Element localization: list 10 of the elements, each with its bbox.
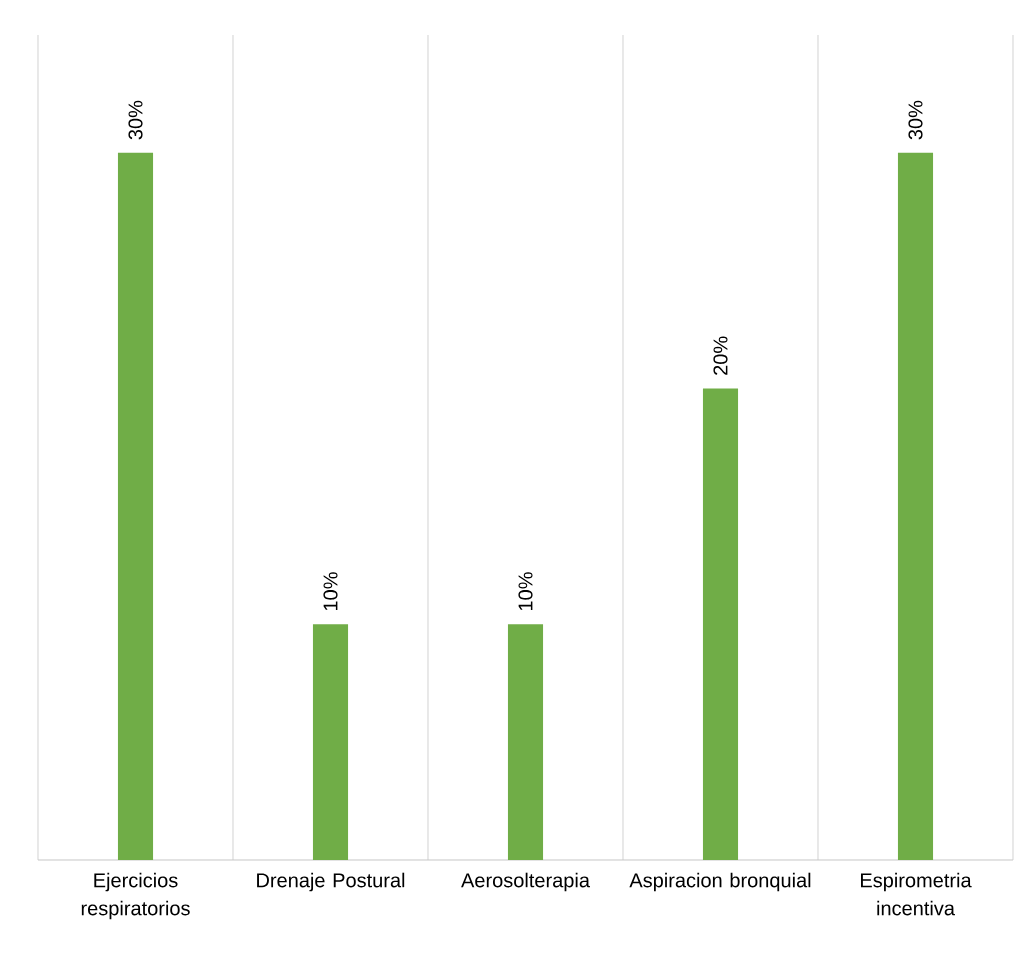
data-label: 10% xyxy=(323,572,338,611)
x-tick-label: Espirometria incentiva xyxy=(861,872,972,916)
data-label: 30% xyxy=(908,100,923,140)
x-tick-label: Drenaje Postural xyxy=(257,872,405,892)
data-label: 20% xyxy=(713,336,728,375)
x-tick-label: Aspiracion bronquial xyxy=(629,872,811,892)
data-label: 10% xyxy=(518,572,533,611)
x-tick-label: Ejercicios respiratorios xyxy=(81,872,190,920)
data-label: 30% xyxy=(128,100,143,140)
x-tick-label: Aerosolterapia xyxy=(461,872,590,892)
